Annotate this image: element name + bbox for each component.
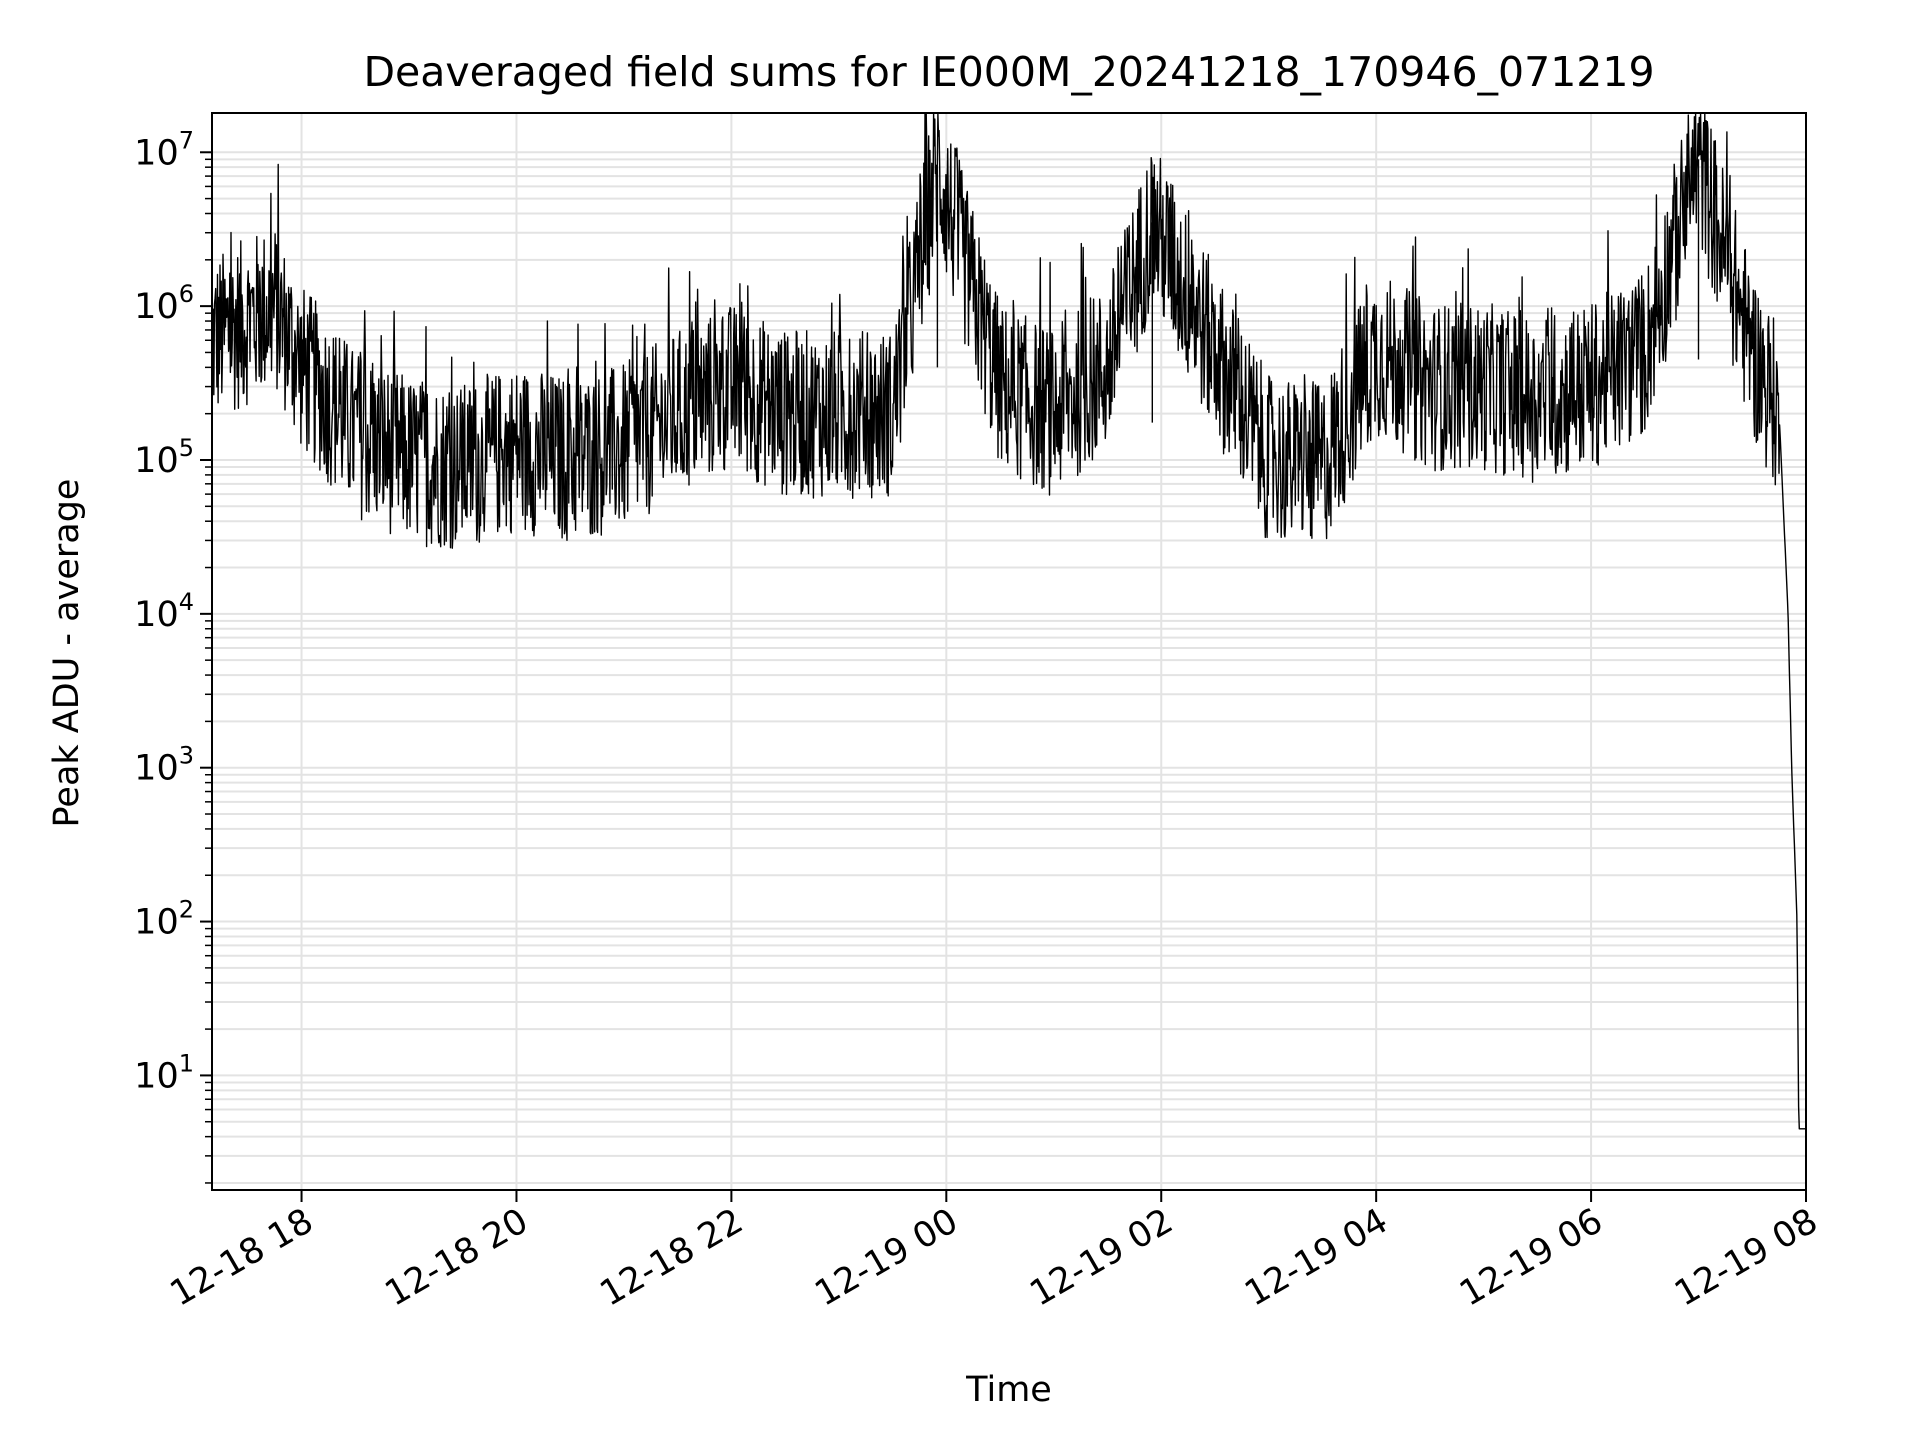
y-tick-base: 10 [134, 1056, 179, 1096]
x-tick-label: 12-19 08 [1668, 1201, 1824, 1314]
x-tick-label: 12-18 18 [164, 1201, 320, 1314]
y-tick-base: 10 [134, 133, 179, 173]
y-tick-exponent: 4 [179, 588, 194, 616]
x-tick-label: 12-19 02 [1023, 1201, 1179, 1314]
y-tick-base: 10 [134, 287, 179, 327]
y-tick-label: 103 [134, 742, 194, 789]
x-tick-label: 12-19 00 [809, 1201, 965, 1314]
y-axis-label: Peak ADU - average [47, 479, 87, 828]
y-tick-exponent: 2 [179, 896, 194, 924]
y-tick-base: 10 [134, 441, 179, 481]
x-tick-label: 12-19 06 [1453, 1201, 1609, 1314]
y-tick-exponent: 3 [179, 742, 194, 770]
y-tick-exponent: 6 [179, 280, 194, 308]
x-tick-label: 12-18 20 [379, 1201, 535, 1314]
series-layer [211, 112, 1807, 1130]
y-tick-label: 105 [134, 434, 194, 481]
plot-frame [211, 112, 1807, 1191]
y-tick-exponent: 1 [179, 1049, 194, 1077]
y-tick-label: 104 [134, 588, 194, 635]
x-tick-label: 12-18 22 [594, 1201, 750, 1314]
y-tick-exponent: 5 [179, 434, 194, 462]
y-tick-base: 10 [134, 903, 179, 943]
y-tick-exponent: 7 [179, 126, 194, 154]
y-tick-label: 101 [134, 1049, 194, 1096]
y-tick-label: 107 [134, 126, 194, 173]
y-tick-label: 102 [134, 896, 194, 943]
chart-title: Deaveraged field sums for IE000M_2024121… [363, 48, 1654, 96]
grid [212, 113, 1807, 1190]
y-tick-base: 10 [134, 595, 179, 635]
x-tick-label: 12-19 04 [1238, 1201, 1394, 1314]
y-tick-label: 106 [134, 280, 194, 327]
x-axis-label: Time [965, 1370, 1052, 1410]
series-line [211, 112, 1807, 1130]
y-tick-base: 10 [134, 749, 179, 789]
